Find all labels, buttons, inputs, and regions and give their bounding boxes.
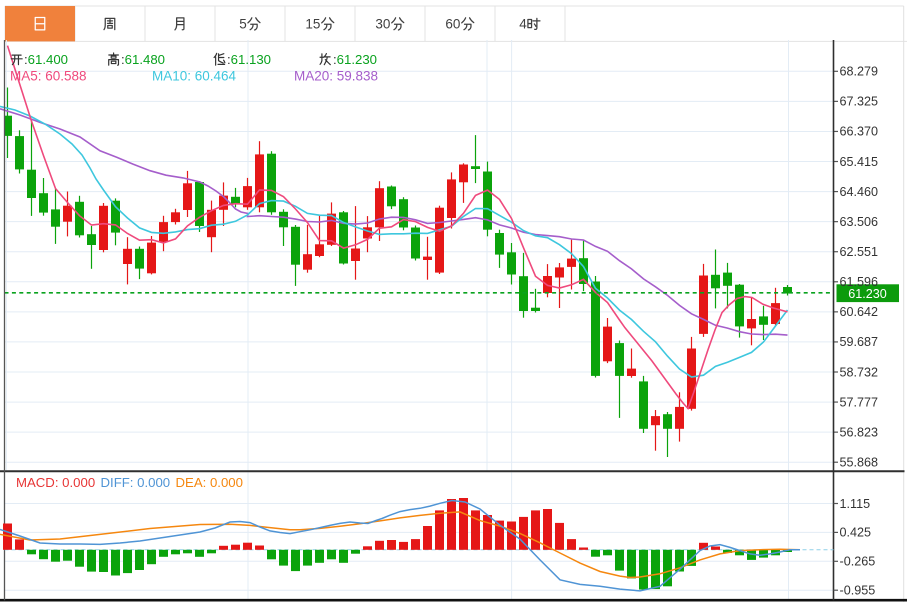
svg-text:0.425: 0.425	[840, 526, 872, 540]
svg-text:59.687: 59.687	[840, 335, 879, 349]
svg-text:63.506: 63.506	[840, 215, 879, 229]
svg-text:-0.265: -0.265	[840, 555, 876, 569]
svg-text:65.415: 65.415	[840, 155, 879, 169]
svg-text:5: 5	[239, 17, 247, 32]
svg-text:15: 15	[305, 17, 320, 32]
svg-text:67.325: 67.325	[840, 95, 879, 109]
svg-text:56.823: 56.823	[840, 425, 879, 439]
svg-text:MA20: 59.838: MA20: 59.838	[294, 69, 378, 84]
svg-text:55.868: 55.868	[840, 456, 879, 470]
svg-text:4: 4	[519, 17, 527, 32]
svg-text:62.551: 62.551	[840, 245, 879, 259]
svg-text:64.460: 64.460	[840, 185, 879, 199]
svg-text::61.400: :61.400	[24, 52, 68, 67]
svg-text:DIFF: 0.000: DIFF: 0.000	[101, 475, 171, 490]
svg-text:57.777: 57.777	[840, 395, 879, 409]
svg-text:30: 30	[375, 17, 390, 32]
svg-text:DEA: 0.000: DEA: 0.000	[176, 475, 243, 490]
svg-text:MA5: 60.588: MA5: 60.588	[10, 69, 87, 84]
svg-text:60.642: 60.642	[840, 305, 879, 319]
svg-text:60: 60	[445, 17, 460, 32]
svg-text:61.230: 61.230	[848, 287, 887, 301]
svg-text:MA10: 60.464: MA10: 60.464	[152, 69, 237, 84]
svg-text::61.230: :61.230	[333, 52, 377, 67]
svg-text::61.130: :61.130	[227, 52, 271, 67]
svg-text:MACD: 0.000: MACD: 0.000	[16, 475, 95, 490]
svg-text:1.115: 1.115	[840, 497, 871, 511]
svg-text:68.279: 68.279	[840, 65, 879, 79]
svg-text:61.596: 61.596	[840, 275, 879, 289]
svg-text:66.370: 66.370	[840, 125, 879, 139]
svg-text:58.732: 58.732	[840, 365, 879, 379]
svg-text:-0.955: -0.955	[840, 584, 876, 598]
svg-text::61.480: :61.480	[121, 52, 165, 67]
